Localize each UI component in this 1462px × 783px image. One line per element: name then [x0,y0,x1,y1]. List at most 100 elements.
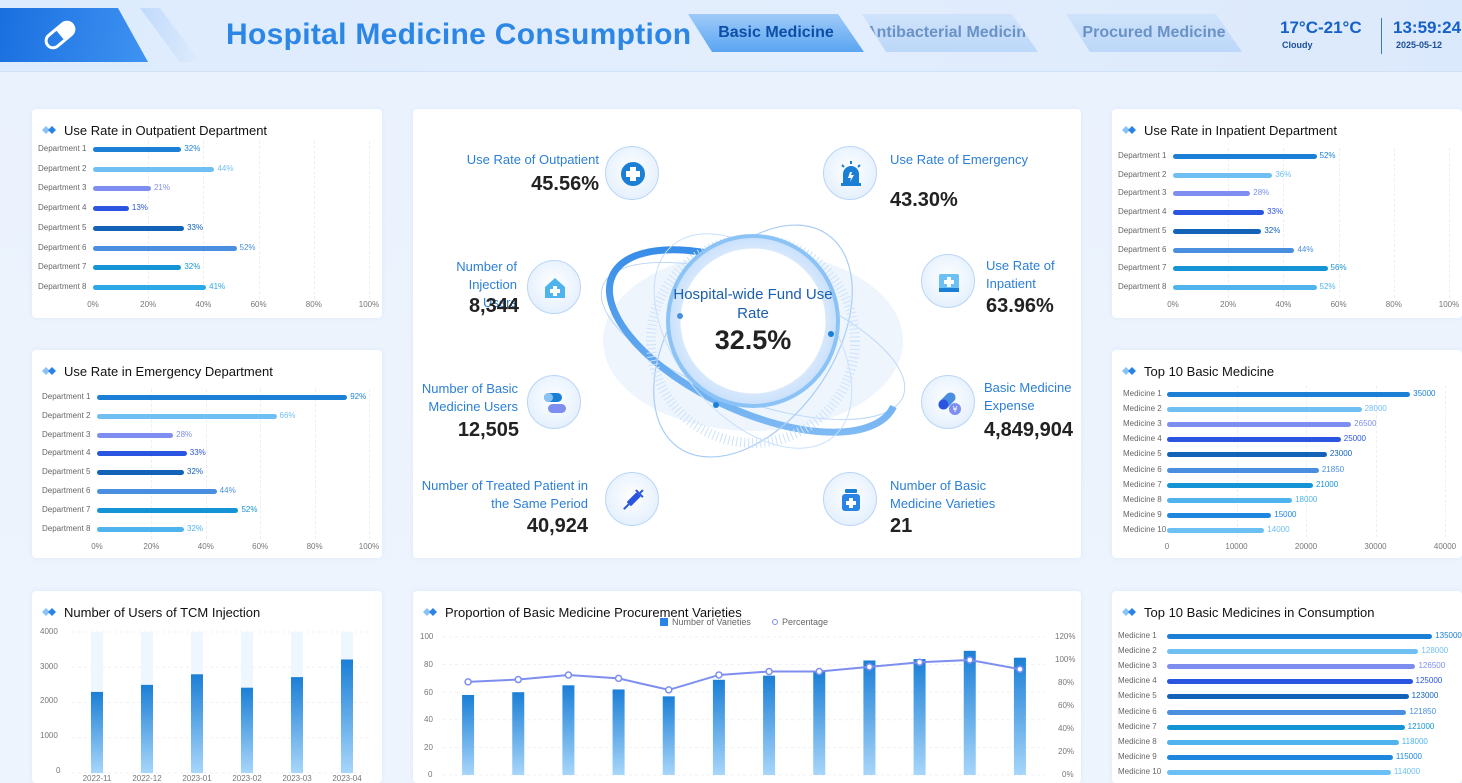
bar [97,413,277,419]
bar-value-label: 66% [279,410,296,420]
clock-time: 13:59:24 [1393,18,1462,37]
kpi-injection-value: 8,344 [468,295,519,317]
bar-value-label: 21850 [1321,464,1345,474]
bar [462,694,475,775]
bar [1167,482,1313,488]
kpi-outpatient-value: 45.56% [531,173,599,195]
kpi-varieties-label: Number of Basic Medicine Varieties [890,478,996,511]
y-tick: 0 [56,766,61,775]
tab-antibacterial-medicine[interactable]: Antibacterial Medicine [862,14,1038,52]
line-point [765,667,773,676]
bar-value-label: 52% [1319,281,1336,291]
bar-value-label: 135000 [1435,631,1462,640]
grid-line [203,141,205,299]
bar [97,507,239,513]
bar-value-label: 125000 [1415,676,1443,686]
hub-label: Hospital-wide Fund Use Rate [673,286,833,322]
procurement-combo-chart [443,636,1045,776]
x-tick: 20000 [1294,542,1318,551]
bar [97,395,348,400]
bar [1167,422,1352,428]
capsule-icon [544,393,566,413]
x-tick: 0% [91,542,103,551]
y-tick: 20 [424,743,433,752]
bar [291,677,303,773]
x-tick: 60% [250,300,267,309]
y-tick: 4000 [40,627,58,636]
diamond-icon [42,608,56,616]
varieties-kpi-icon [823,472,877,526]
bar-value-label: 18000 [1295,494,1318,504]
bar [93,166,215,172]
y-tick: 80% [1058,678,1075,687]
bar [1167,452,1327,458]
grid-line [1306,386,1307,537]
bar [97,489,217,494]
x-tick: 80% [1385,300,1402,309]
tab-procured-medicine[interactable]: Procured Medicine [1066,14,1242,52]
grid-line [1445,386,1446,537]
bar-category-label: Department 5 [38,222,87,232]
bar [1167,407,1362,413]
bar [97,526,185,532]
bar [1013,657,1026,775]
bar [241,687,253,773]
bar [341,659,353,773]
bar [712,679,725,775]
x-tick: 40000 [1433,542,1457,551]
bar-category-label: Department 2 [38,163,87,173]
bar [97,432,174,438]
bar-category-label: Medicine 2 [1118,646,1157,656]
grid-line [148,141,150,299]
tab-basic-medicine[interactable]: Basic Medicine [688,14,864,52]
bar [1167,512,1272,518]
bar-category-label: Department 4 [1118,207,1167,217]
basic-users-kpi-icon [527,375,581,429]
y-tick: 20% [1058,747,1075,756]
y-tick: 60 [424,688,433,697]
bar [1167,739,1399,745]
bar-category-label: Department 1 [38,144,87,153]
treated-kpi-icon [605,472,659,526]
x-tick: 10000 [1225,542,1248,551]
bar-value-label: 36% [1275,169,1292,179]
line-point [665,686,673,694]
syringe-icon [623,489,644,510]
bar [1173,266,1328,272]
bar [141,684,153,773]
x-tick: 60% [252,542,269,551]
y-tick: 60% [1058,701,1075,710]
bar-category-label: Medicine 4 [1123,434,1162,444]
diamond-icon [1122,608,1136,616]
x-tick: 80% [306,542,323,551]
grid-line [369,141,370,299]
bar-category-label: Department 8 [1118,281,1167,291]
bar [1173,247,1295,253]
panel-title: Number of Users of TCM Injection [64,605,261,620]
kpi-inpatient-label: Use Rate of Inpatient [986,258,1055,291]
x-tick: 0 [1164,542,1170,551]
bar [1167,769,1391,775]
bar [1173,284,1317,290]
bar [1167,392,1411,397]
line-point [514,675,522,684]
x-tick: 80% [305,300,322,309]
bar [93,245,237,251]
bar-category-label: Department 4 [42,448,91,458]
y-tick: 100% [1055,655,1076,664]
pill-yen-icon: ¥ [938,392,961,415]
bar-value-label: 21000 [1315,479,1339,489]
bar [512,692,525,775]
y-tick: 1000 [40,731,58,740]
x-tick: 40% [197,542,214,551]
bar-value-label: 28% [1253,188,1270,198]
bar [93,147,182,152]
y-tick: 100 [420,632,434,641]
bar-category-label: Department 3 [1118,188,1167,198]
kpi-injection-label: Number of Injection Users [456,259,517,310]
x-tick: 0% [1167,300,1179,309]
bar-category-label: Medicine 3 [1118,661,1157,671]
panel-title: Top 10 Basic Medicines in Consumption [1144,605,1375,620]
bar-value-label: 28000 [1364,404,1387,414]
bar-value-label: 21% [153,183,170,193]
